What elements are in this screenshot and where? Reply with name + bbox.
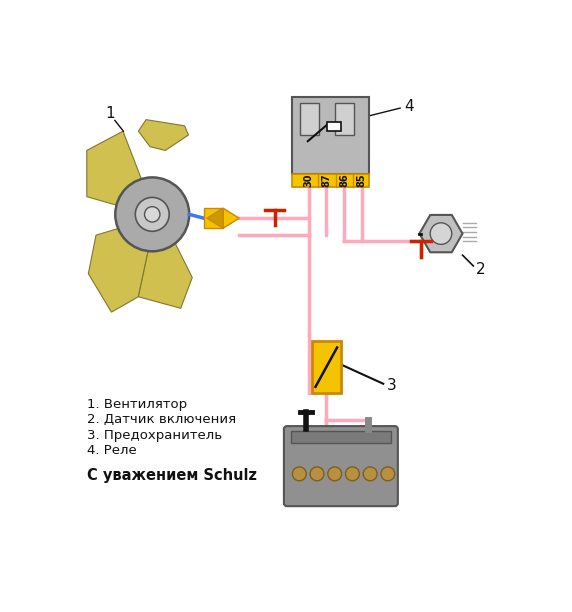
Circle shape bbox=[328, 467, 341, 481]
Bar bbox=[292, 97, 370, 174]
Polygon shape bbox=[419, 215, 463, 252]
Text: 2: 2 bbox=[476, 261, 485, 277]
Circle shape bbox=[381, 467, 395, 481]
Bar bbox=[312, 341, 341, 393]
Polygon shape bbox=[207, 208, 223, 228]
Polygon shape bbox=[223, 208, 239, 228]
FancyBboxPatch shape bbox=[284, 426, 398, 506]
Bar bbox=[327, 122, 341, 131]
Text: 1: 1 bbox=[105, 106, 115, 121]
Circle shape bbox=[116, 177, 189, 252]
Text: 86: 86 bbox=[339, 174, 349, 187]
Bar bbox=[291, 431, 391, 443]
Text: 2. Датчик включения: 2. Датчик включения bbox=[87, 414, 236, 427]
Text: 4. Реле: 4. Реле bbox=[87, 444, 137, 457]
Text: 1. Вентилятор: 1. Вентилятор bbox=[87, 398, 187, 411]
Text: 4: 4 bbox=[404, 99, 414, 114]
Polygon shape bbox=[138, 119, 188, 151]
Circle shape bbox=[430, 223, 452, 244]
Bar bbox=[292, 174, 370, 187]
Bar bbox=[300, 103, 319, 135]
Polygon shape bbox=[87, 131, 142, 208]
Circle shape bbox=[292, 467, 306, 481]
Text: 85: 85 bbox=[357, 174, 367, 187]
Polygon shape bbox=[138, 239, 192, 308]
Circle shape bbox=[363, 467, 377, 481]
Circle shape bbox=[310, 467, 324, 481]
Text: 30: 30 bbox=[304, 174, 313, 187]
Text: 87: 87 bbox=[321, 174, 331, 187]
Polygon shape bbox=[204, 208, 223, 228]
Circle shape bbox=[345, 467, 359, 481]
Polygon shape bbox=[88, 223, 150, 312]
Circle shape bbox=[136, 198, 169, 231]
Circle shape bbox=[145, 207, 160, 222]
Text: 3. Предохранитель: 3. Предохранитель bbox=[87, 429, 222, 442]
Text: С уважением Schulz: С уважением Schulz bbox=[87, 468, 257, 483]
Bar bbox=[335, 103, 354, 135]
Text: 3: 3 bbox=[387, 378, 397, 393]
